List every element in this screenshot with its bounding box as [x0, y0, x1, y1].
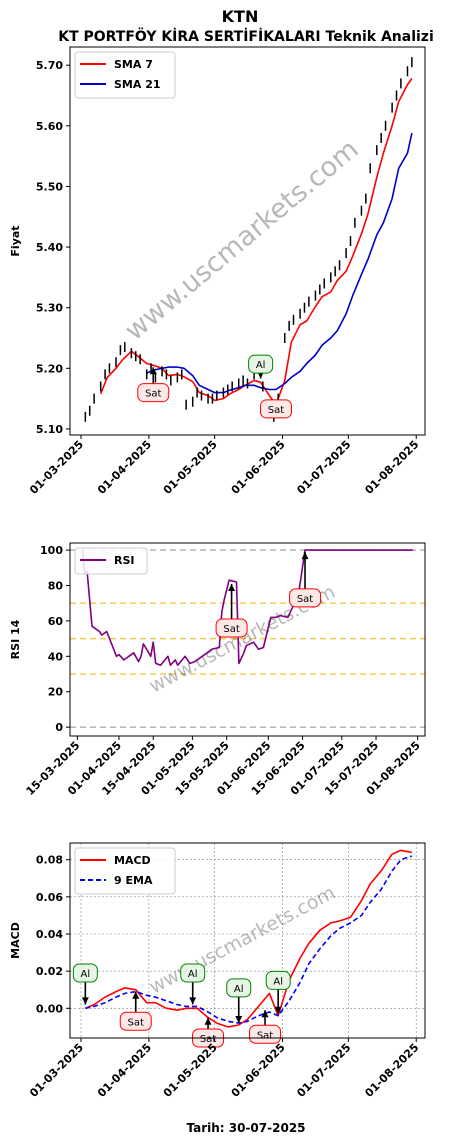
annotation-label: Al: [234, 984, 244, 995]
annotation-box: [226, 978, 252, 998]
y-tick-label: 0.02: [36, 965, 63, 978]
annotation-arrowhead: [235, 1016, 243, 1023]
y-tick-label: 0.00: [36, 1002, 63, 1015]
annotation-box: [289, 588, 322, 608]
y-tick-label: 100: [40, 544, 63, 557]
annotation-label: Al: [256, 360, 266, 371]
annotation-arrowhead: [132, 991, 140, 999]
annotation-box: [248, 354, 274, 374]
y-tick-label: 5.50: [36, 180, 63, 193]
series-line-macd: [84, 849, 413, 1028]
y-tick-label: 5.20: [36, 362, 63, 375]
annotation-arrowhead: [149, 367, 157, 375]
annotation-label: Sat: [145, 389, 161, 400]
y-tick-label: 0: [55, 721, 63, 734]
annotation-arrowhead: [301, 552, 309, 560]
legend-box: [74, 547, 148, 575]
y-tick-label: 5.30: [36, 302, 63, 315]
annotation-label: Sat: [200, 1034, 216, 1045]
y-tick-label: 5.60: [36, 120, 63, 133]
legend-label: RSI: [114, 554, 135, 567]
y-tick-label: 5.10: [36, 423, 63, 436]
legend-label: SMA 7: [114, 58, 153, 71]
y-axis-label: RSI 14: [9, 619, 22, 659]
axes-frame: [69, 46, 426, 436]
axes-frame: [69, 842, 426, 1039]
y-tick-label: 5.70: [36, 59, 63, 72]
annotation-label: Sat: [257, 1030, 273, 1041]
annotation-label: Sat: [223, 624, 239, 635]
annotation-label: Sat: [268, 405, 284, 416]
annotation-arrowhead: [81, 997, 89, 1005]
y-tick-label: 20: [48, 686, 64, 699]
date-footer: Tarih: 30-07-2025: [186, 1121, 305, 1135]
series-line-9-ema: [85, 855, 413, 1024]
annotation-label: Al: [188, 969, 198, 980]
legend-label: 9 EMA: [114, 874, 153, 887]
series-line-sma-7: [99, 78, 413, 406]
chart-subtitle: KT PORTFÖY KİRA SERTİFİKALARI Teknik Ana…: [58, 27, 434, 45]
y-tick-label: 5.40: [36, 241, 63, 254]
y-axis-label: Fiyat: [9, 225, 22, 256]
annotation-arrowhead: [204, 1017, 212, 1025]
annotation-box: [72, 963, 98, 983]
annotation-label: Al: [273, 976, 283, 987]
annotation-label: Al: [81, 969, 91, 980]
annotation-box: [259, 399, 292, 419]
y-axis-label: MACD: [9, 922, 22, 959]
annotation-arrowhead: [274, 1006, 282, 1014]
annotation-arrowhead: [261, 1010, 269, 1018]
y-tick-label: 60: [48, 615, 64, 628]
y-tick-label: 0.08: [36, 854, 63, 867]
legend-label: SMA 21: [114, 78, 161, 91]
annotation-box: [215, 618, 248, 638]
legend-label: MACD: [114, 854, 151, 867]
annotation-box: [249, 1024, 282, 1044]
annotation-label: Sat: [128, 1017, 144, 1028]
axes-frame: [69, 542, 426, 737]
y-tick-label: 40: [48, 650, 64, 663]
annotation-box: [119, 1011, 152, 1031]
annotation-box: [180, 963, 206, 983]
y-tick-label: 0.06: [36, 891, 63, 904]
y-tick-label: 80: [48, 579, 64, 592]
annotation-box: [137, 383, 170, 403]
annotation-box: [265, 970, 291, 990]
series-line-sma-21: [146, 132, 413, 394]
annotation-arrowhead: [228, 583, 236, 591]
annotation-arrowhead: [189, 997, 197, 1005]
y-tick-label: 0.04: [36, 928, 63, 941]
annotation-label: Sat: [297, 594, 313, 605]
chart-title: KTN: [222, 7, 259, 26]
